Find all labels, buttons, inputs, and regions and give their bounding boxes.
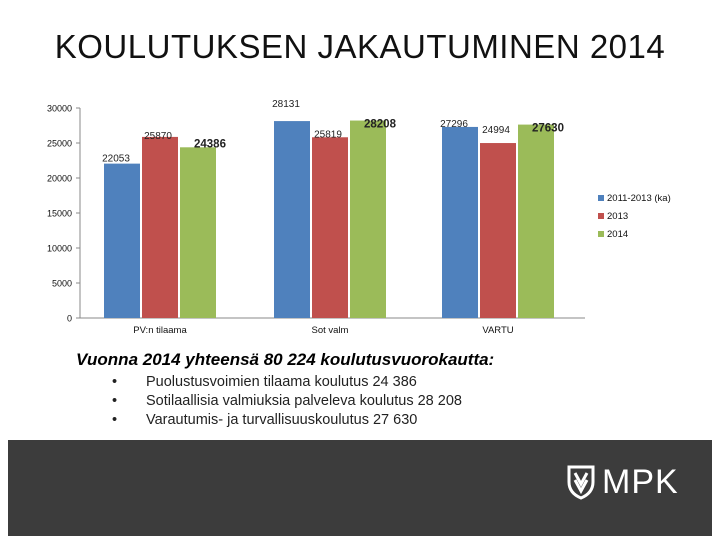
bar-chart: 0 5000 10000 15000 20000 25000 30000 22053 28131… [47, 99, 671, 336]
legend-label: 2011-2013 (ka) [607, 193, 671, 204]
mpk-logo: MPK [566, 462, 679, 502]
y-tick-label: 15000 [47, 209, 72, 219]
summary-list: • Puolustusvoimien tilaama koulutus 24 38… [76, 373, 636, 430]
bar [312, 137, 348, 318]
list-item-text: Puolustusvoimien tilaama koulutus 24 386 [146, 374, 417, 390]
list-item: • Puolustusvoimien tilaama koulutus 24 38… [76, 373, 636, 392]
y-tick-label: 25000 [47, 139, 72, 149]
shield-logo-icon [567, 465, 595, 500]
bar [518, 124, 554, 318]
legend-label: 2014 [607, 229, 628, 240]
bar [142, 136, 178, 318]
list-item: • Varautumis- ja turvallisuuskoulutus 27 … [76, 411, 636, 430]
y-tick-label: 0 [67, 314, 72, 324]
legend-label: 2013 [607, 211, 628, 222]
data-label: 24386 [194, 138, 226, 150]
logo-text: MPK [602, 462, 679, 501]
bullet-icon: • [112, 412, 118, 428]
bar [274, 121, 310, 318]
data-label: 28131 [272, 99, 300, 110]
summary-heading: Vuonna 2014 yhteensä 80 224 koulutusvuor… [76, 350, 495, 369]
data-label: 27296 [440, 119, 468, 130]
bullet-icon: • [112, 374, 118, 390]
bar [442, 126, 478, 318]
footer-band [8, 440, 712, 536]
bar [350, 120, 386, 318]
data-label: 25819 [314, 129, 342, 140]
x-tick-label: VARTU [482, 325, 513, 336]
data-label: 22053 [102, 154, 130, 165]
bar [480, 143, 516, 318]
list-item: • Sotilaallisia valmiuksia palveleva koul… [76, 392, 636, 411]
list-item-text: Varautumis- ja turvallisuuskoulutus 27 6… [146, 412, 418, 428]
data-label: 27630 [532, 123, 564, 135]
bullet-icon: • [112, 393, 118, 409]
legend-swatch [598, 231, 604, 237]
slide-title: KOULUTUKSEN JAKAUTUMINEN 2014 [54, 28, 666, 65]
y-tick-label: 5000 [52, 279, 72, 289]
legend-swatch [598, 213, 604, 219]
x-tick-label: PV:n tilaama [133, 325, 187, 336]
x-tick-label: Sot valm [312, 325, 349, 336]
data-label: 24994 [482, 125, 510, 136]
bar [180, 147, 216, 318]
summary-section: Vuonna 2014 yhteensä 80 224 koulutusvuor… [76, 350, 636, 430]
data-label: 28208 [364, 119, 397, 131]
list-item-text: Sotilaallisia valmiuksia palveleva koulu… [146, 393, 462, 409]
data-label: 25870 [144, 131, 172, 142]
y-tick-label: 10000 [47, 244, 72, 254]
y-tick-label: 20000 [47, 174, 72, 184]
y-tick-label: 30000 [47, 104, 72, 114]
bar [104, 163, 140, 318]
legend-swatch [598, 195, 604, 201]
